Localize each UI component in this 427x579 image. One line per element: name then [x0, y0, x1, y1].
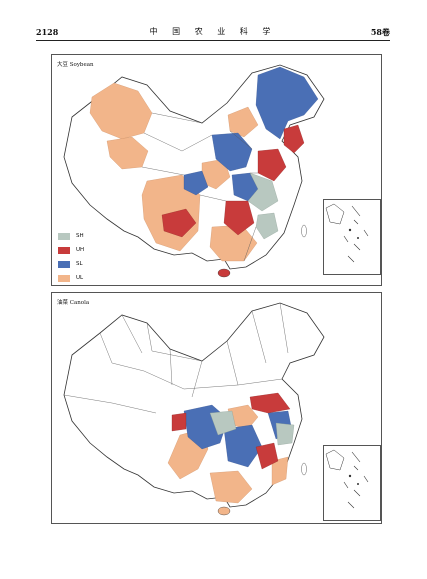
- hainan-island: [217, 268, 231, 278]
- legend-item-sh: SH: [58, 229, 84, 243]
- province-lines: [63, 302, 289, 414]
- legend-label: SL: [76, 261, 83, 267]
- canola-map-panel: 油菜 Canola: [51, 292, 382, 524]
- south-china-sea-inset: [323, 199, 381, 275]
- page-number: 2128: [36, 27, 59, 37]
- sl-region-central-south: [223, 424, 263, 468]
- ul-region-south: [209, 470, 253, 504]
- sl-region-north-china: [211, 132, 253, 172]
- taiwan-island: [301, 462, 307, 476]
- legend-swatch: [58, 232, 70, 240]
- volume-label: 58卷: [370, 27, 390, 37]
- legend-item-ul: UL: [58, 271, 84, 285]
- sh-region-east: [247, 172, 279, 212]
- legend-swatch: [58, 246, 70, 254]
- header-rule: [36, 40, 390, 41]
- soybean-map: [63, 64, 325, 278]
- south-china-sea-inset: [323, 445, 381, 521]
- taiwan-island: [301, 224, 307, 238]
- uh-region-central-south: [223, 200, 255, 236]
- legend-item-uh: UH: [58, 243, 84, 257]
- uh-region-east: [257, 148, 287, 182]
- uh-region-yangtze: [249, 392, 291, 414]
- sl-region-northeast: [255, 66, 319, 140]
- hainan-island: [217, 506, 231, 516]
- soybean-map-panel: 大豆 Soybean: [51, 54, 382, 286]
- panel-label: 油菜 Canola: [57, 300, 90, 306]
- legend-label: UH: [76, 247, 85, 253]
- legend-swatch: [58, 260, 70, 268]
- province-lines: [141, 112, 258, 262]
- legend-label: UL: [76, 275, 84, 281]
- sh-region-southeast: [255, 212, 279, 240]
- legend-swatch: [58, 274, 70, 282]
- map-legend: SH UH SL UL: [58, 229, 84, 285]
- uh-region-northeast: [283, 124, 305, 154]
- journal-title: 中 国 农 业 科 学: [149, 27, 277, 36]
- sh-region-central: [209, 410, 237, 436]
- ul-region-north: [227, 106, 259, 138]
- uh-region-sichuan: [161, 208, 197, 238]
- legend-item-sl: SL: [58, 257, 84, 271]
- legend-label: SH: [76, 233, 84, 239]
- uh-region-hunan: [255, 442, 279, 470]
- panel-label: 大豆 Soybean: [57, 62, 94, 68]
- page-header: 2128 中 国 农 业 科 学 58卷: [36, 25, 390, 39]
- sl-region-southwest: [183, 170, 209, 196]
- canola-map: [63, 302, 325, 516]
- sh-region-east: [275, 422, 295, 446]
- ul-region-southeast: [271, 456, 289, 486]
- uh-region-west: [171, 412, 187, 432]
